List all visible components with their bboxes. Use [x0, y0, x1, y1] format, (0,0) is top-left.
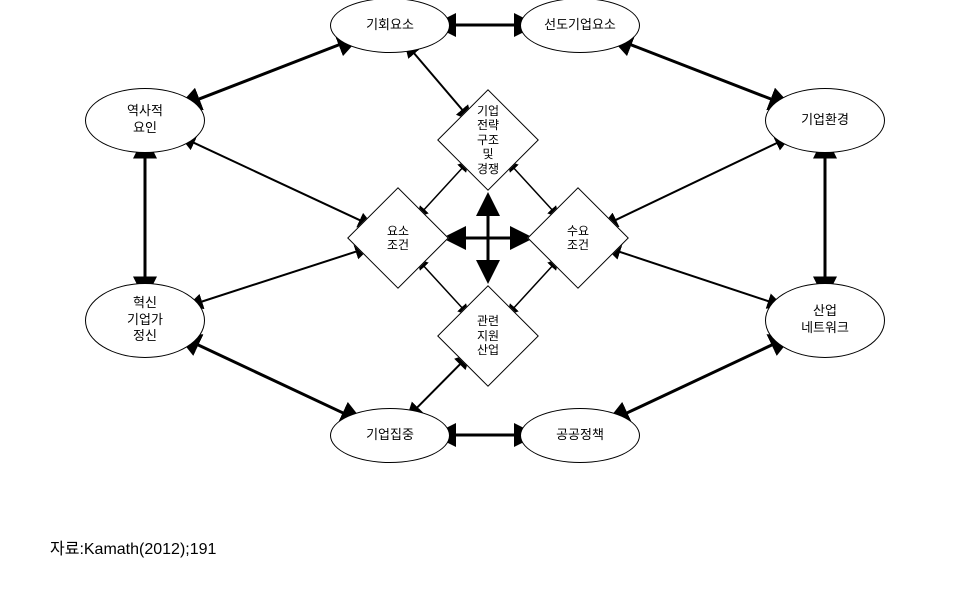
edge-ind-network-demand — [616, 251, 772, 303]
diamond-label: 기업 전략 구조 및 경쟁 — [452, 104, 524, 176]
ellipse-concentration: 기업집중 — [330, 408, 450, 463]
diamond-label: 수요 조건 — [542, 202, 614, 274]
ellipse-label: 기업집중 — [366, 427, 414, 444]
ellipse-label: 공공정책 — [556, 427, 604, 444]
ellipse-label: 역사적 요인 — [127, 103, 163, 137]
edge-historical-factor — [190, 141, 363, 222]
edge-leading-firm-biz-env — [626, 43, 776, 101]
ellipse-entrepreneur: 혁신 기업가 정신 — [85, 283, 205, 358]
ellipse-biz-env: 기업환경 — [765, 88, 885, 153]
ellipse-label: 혁신 기업가 정신 — [127, 295, 163, 346]
ellipse-opportunity: 기회요소 — [330, 0, 450, 53]
edge-entrepreneur-factor — [198, 250, 359, 302]
edge-opportunity-historical — [194, 43, 344, 101]
diamond-strategy: 기업 전략 구조 및 경쟁 — [452, 104, 524, 176]
ellipse-historical: 역사적 요인 — [85, 88, 205, 153]
ellipse-label: 기회요소 — [366, 17, 414, 34]
diamond-label: 관련 지원 산업 — [452, 300, 524, 372]
edge-biz-env-demand — [612, 141, 780, 221]
diamond-factor: 요소 조건 — [362, 202, 434, 274]
ellipse-leading-firm: 선도기업요소 — [520, 0, 640, 53]
diamond-related: 관련 지원 산업 — [452, 300, 524, 372]
ellipse-label: 산업 네트워크 — [801, 303, 849, 337]
edge-entrepreneur-concentration — [193, 343, 348, 416]
source-caption: 자료:Kamath(2012);191 — [50, 535, 216, 559]
edge-ind-network-public-policy — [622, 343, 777, 416]
ellipse-public-policy: 공공정책 — [520, 408, 640, 463]
ellipse-label: 기업환경 — [801, 112, 849, 129]
ellipse-label: 선도기업요소 — [544, 17, 616, 34]
diamond-demand: 수요 조건 — [542, 202, 614, 274]
diamond-label: 요소 조건 — [362, 202, 434, 274]
ellipse-ind-network: 산업 네트워크 — [765, 283, 885, 358]
